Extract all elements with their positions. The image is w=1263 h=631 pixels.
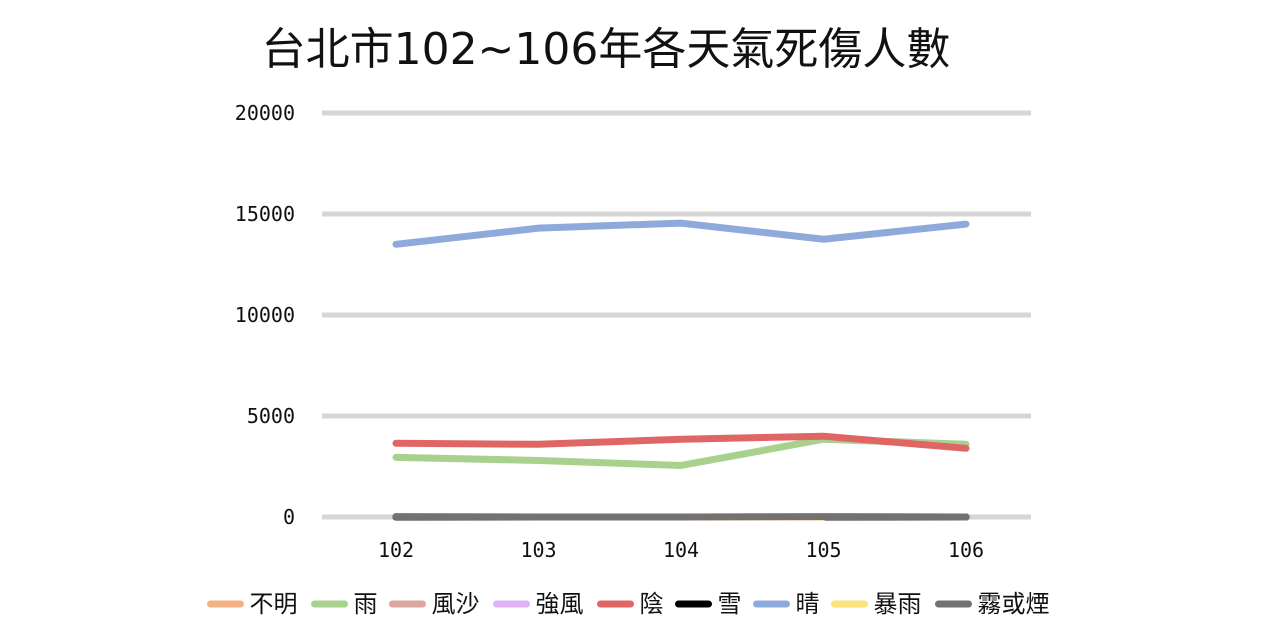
x-tick-label: 106 bbox=[948, 538, 984, 562]
y-axis-ticks: 0 5000 10000 15000 20000 bbox=[235, 101, 295, 529]
legend-item: 霧或煙 bbox=[935, 590, 1050, 618]
legend-label: 強風 bbox=[536, 590, 584, 618]
legend-item: 雪 bbox=[675, 590, 742, 618]
y-tick-label: 15000 bbox=[235, 202, 295, 226]
legend-label: 陰 bbox=[640, 590, 664, 618]
legend: 不明 雨 風沙 強風 陰 雪 晴 暴雨 霧或煙 bbox=[207, 590, 1050, 618]
legend-label: 不明 bbox=[250, 590, 298, 618]
x-tick-label: 105 bbox=[805, 538, 841, 562]
legend-label: 雪 bbox=[718, 590, 742, 618]
series-lines bbox=[392, 219, 970, 521]
x-axis-ticks: 102 103 104 105 106 bbox=[378, 538, 984, 562]
legend-label: 霧或煙 bbox=[978, 590, 1050, 618]
x-tick-label: 104 bbox=[663, 538, 699, 562]
legend-label: 雨 bbox=[354, 590, 378, 618]
legend-item: 暴雨 bbox=[831, 590, 922, 618]
legend-item: 陰 bbox=[597, 590, 664, 618]
legend-item: 強風 bbox=[493, 590, 584, 618]
legend-item: 雨 bbox=[311, 590, 378, 618]
legend-label: 晴 bbox=[796, 590, 820, 618]
series-line-6 bbox=[392, 219, 970, 248]
legend-item: 不明 bbox=[207, 590, 298, 618]
y-tick-label: 5000 bbox=[247, 404, 295, 428]
chart-title: 台北市102~106年各天氣死傷人數 bbox=[262, 24, 951, 75]
legend-label: 暴雨 bbox=[874, 590, 922, 618]
legend-item: 風沙 bbox=[389, 590, 480, 618]
y-tick-label: 10000 bbox=[235, 303, 295, 327]
legend-item: 晴 bbox=[753, 590, 820, 618]
y-tick-label: 0 bbox=[283, 505, 295, 529]
x-tick-label: 102 bbox=[378, 538, 414, 562]
series-line-4 bbox=[392, 432, 970, 452]
legend-label: 風沙 bbox=[432, 590, 480, 618]
y-tick-label: 20000 bbox=[235, 101, 295, 125]
x-tick-label: 103 bbox=[520, 538, 556, 562]
